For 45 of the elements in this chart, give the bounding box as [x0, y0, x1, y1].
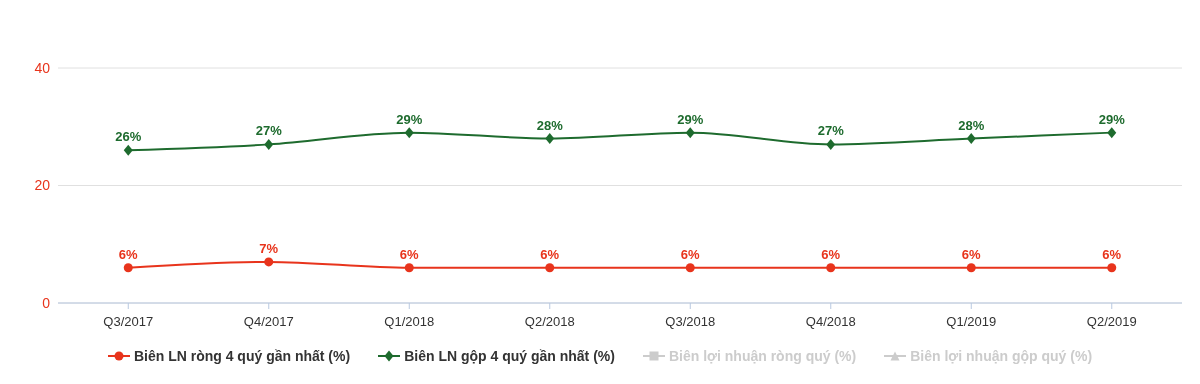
point — [826, 263, 836, 273]
data-label: 6% — [399, 246, 420, 262]
data-label: 6% — [1102, 246, 1122, 262]
data-label: 28% — [958, 117, 985, 133]
x-tick-label: Q2/2019 — [1086, 314, 1137, 330]
point — [264, 138, 274, 150]
x-tick-label: Q3/2017 — [103, 314, 154, 330]
legend-label: Biên LN gộp 4 quý gần nhất (%) — [404, 348, 615, 364]
data-label: 27% — [255, 123, 283, 139]
y-tick-label: 40 — [34, 59, 51, 76]
point — [966, 133, 976, 144]
point — [1107, 263, 1117, 273]
legend-label: Biên LN ròng 4 quý gần nhất (%) — [133, 348, 351, 364]
point — [545, 263, 555, 273]
x-tick-label: Q4/2017 — [243, 314, 294, 330]
data-label: 29% — [1098, 111, 1126, 127]
point — [123, 144, 133, 156]
x-tick-label: Q1/2019 — [946, 314, 997, 330]
point — [1107, 127, 1117, 139]
data-label: 28% — [536, 117, 564, 133]
data-label: 6% — [118, 246, 139, 262]
data-label: 6% — [821, 246, 841, 262]
point — [685, 263, 695, 273]
data-label: 7% — [259, 240, 279, 256]
point — [966, 263, 976, 273]
point — [404, 263, 414, 273]
point — [685, 127, 695, 139]
x-tick-label: Q1/2018 — [384, 314, 435, 330]
data-label: 6% — [961, 246, 982, 262]
data-label: 27% — [817, 123, 845, 139]
data-label: 6% — [680, 246, 701, 262]
y-tick-label: 0 — [42, 294, 51, 311]
x-tick-label: Q4/2018 — [805, 314, 856, 330]
y-tick-label: 20 — [34, 177, 51, 194]
data-label: 29% — [677, 111, 704, 127]
data-label: 26% — [115, 129, 142, 145]
data-label: 29% — [396, 111, 423, 127]
point — [826, 138, 836, 150]
point — [545, 133, 555, 144]
point — [264, 257, 274, 267]
data-label: 6% — [540, 246, 560, 262]
x-tick-label: Q2/2018 — [524, 314, 575, 330]
point — [404, 127, 414, 139]
x-tick-label: Q3/2018 — [665, 314, 716, 330]
point — [123, 263, 133, 273]
